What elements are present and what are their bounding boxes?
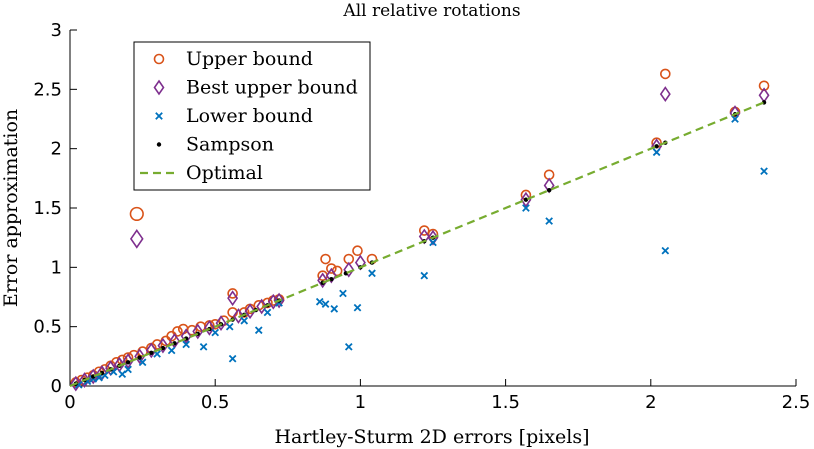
best-upper-bound-point (256, 298, 268, 315)
lower-bound-point (522, 204, 530, 212)
best-upper-bound-point (227, 290, 239, 307)
best-upper-bound-point (145, 342, 157, 359)
lower-bound-point (420, 271, 429, 280)
best-upper-bound-point (134, 348, 146, 365)
best-upper-bound-point (317, 272, 329, 289)
best-upper-bound-point (215, 315, 227, 332)
legend-label-optimal: Optimal (186, 162, 263, 184)
lower-bound-point (138, 358, 147, 367)
sampson-point (125, 360, 131, 365)
sampson-point (149, 350, 154, 355)
lower-bound-point (760, 167, 768, 176)
best-upper-bound-point (122, 353, 134, 369)
upper-bound-point (129, 206, 144, 222)
legend-swatch-sampson (156, 142, 162, 147)
y-tick-label: 0 (51, 376, 62, 397)
x-tick-label: 0.5 (201, 392, 230, 413)
lower-bound-point (263, 308, 272, 317)
legend: Upper bound Best upper bound Lower bound Sa… (133, 41, 371, 191)
lower-bound-point (124, 365, 132, 374)
best-upper-bound-point (325, 267, 337, 284)
lower-bound-point (167, 346, 176, 355)
sampson-point (523, 197, 529, 202)
lower-bound-point (321, 300, 330, 308)
legend-label-lower-bound: Lower bound (186, 105, 313, 127)
legend-box (133, 41, 371, 191)
y-tick-label: 1 (51, 257, 62, 278)
y-tick-label: 2 (51, 139, 62, 160)
legend-label-upper-bound: Upper bound (186, 48, 313, 70)
upper-bound-point (320, 253, 331, 265)
best-upper-bound-point (129, 228, 144, 249)
lower-bound-point (199, 343, 208, 351)
x-tick-label: 0 (64, 392, 75, 413)
legend-label-sampson: Sampson (186, 134, 274, 156)
best-upper-bound-point (232, 308, 244, 324)
lower-bound-point (339, 289, 347, 298)
upper-bound-point (326, 263, 337, 274)
lower-bound-point (254, 326, 263, 335)
lower-bound-point (652, 148, 661, 157)
sampson-point (654, 144, 659, 149)
lower-bound-point (225, 322, 234, 331)
legend-label-best-upper-bound: Best upper bound (186, 77, 358, 99)
best-upper-bound-point (659, 86, 671, 102)
lower-bound-point (330, 305, 339, 313)
axes: 0 0.5 1 1.5 2 2.5 0 0.5 1 1.5 2 2.5 3 (33, 20, 810, 413)
x-tick-label: 1 (355, 392, 366, 413)
upper-bound-point (352, 245, 363, 257)
sampson-point (546, 188, 552, 193)
x-tick-label: 2 (645, 392, 656, 413)
best-upper-bound-point (203, 319, 215, 336)
upper-bound-point (227, 288, 238, 299)
upper-bound-point (758, 80, 770, 92)
lower-bound-point (344, 343, 353, 351)
best-upper-bound-point (244, 303, 256, 320)
y-tick-label: 0.5 (33, 317, 62, 338)
lower-bound-point (182, 340, 190, 349)
optimal-line (69, 101, 765, 388)
lower-bound-point (429, 238, 437, 247)
lower-bound-point (353, 303, 362, 312)
x-axis-label: Hartley-Sturm 2D errors [pixels] (274, 426, 589, 448)
upper-bound-point (660, 68, 671, 80)
lower-bound-point (661, 246, 670, 255)
best-upper-bound-point (180, 328, 192, 345)
legend-swatch-lower-bound (155, 112, 163, 120)
legend-swatch-best-upper-bound (153, 79, 165, 96)
lower-bound-point (545, 217, 553, 225)
lower-bound-point (731, 115, 739, 123)
legend-swatch-upper-bound (153, 53, 165, 65)
sampson-point (137, 355, 142, 360)
lower-bound-point (240, 316, 249, 325)
data-marks (69, 68, 770, 392)
y-axis-label: Error approximation (0, 109, 22, 307)
best-upper-bound-point (192, 323, 204, 340)
y-tick-label: 1.5 (33, 198, 62, 219)
lower-bound-point (368, 269, 376, 278)
x-tick-label: 2.5 (782, 392, 811, 413)
best-upper-bound-point (273, 292, 285, 309)
best-upper-bound-point (70, 375, 82, 392)
y-tick-label: 3 (51, 20, 62, 41)
best-upper-bound-point (343, 261, 355, 278)
upper-bound-point (172, 326, 183, 337)
best-upper-bound-point (157, 337, 169, 354)
y-tick-label: 2.5 (33, 79, 62, 100)
lower-bound-point (211, 328, 220, 337)
lower-bound-point (315, 297, 324, 306)
chart-title: All relative rotations (342, 1, 520, 21)
lower-bound-point (228, 354, 237, 363)
x-tick-label: 1.5 (491, 392, 520, 413)
upper-bound-point (418, 225, 430, 236)
